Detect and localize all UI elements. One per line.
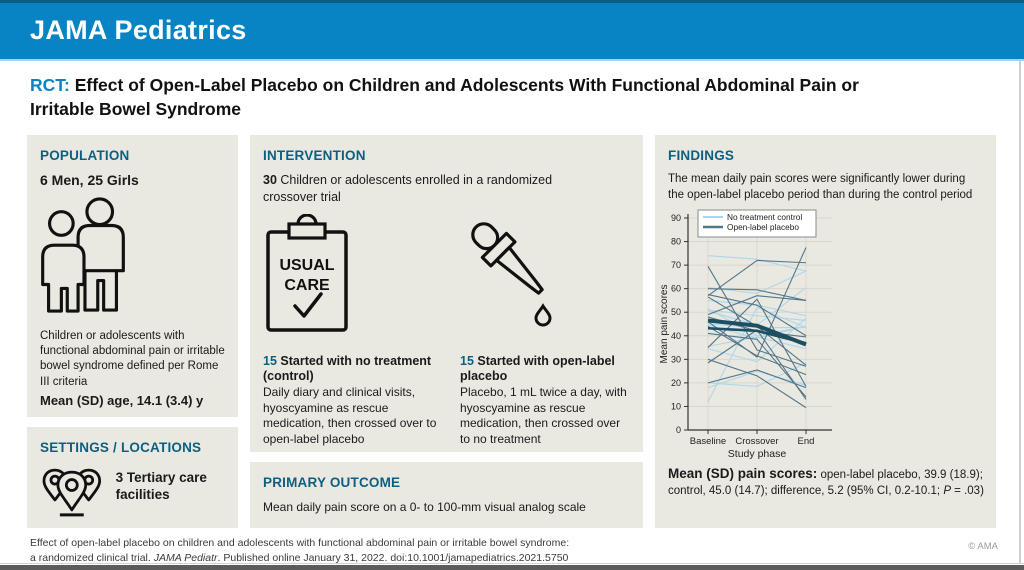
location-pins-icon xyxy=(42,468,102,517)
usual-care-clipboard-icon: USUAL CARE xyxy=(266,213,348,332)
p-value-symbol: P xyxy=(943,484,951,497)
svg-text:40: 40 xyxy=(671,331,681,341)
svg-text:0: 0 xyxy=(676,425,681,435)
population-count: 6 Men, 25 Girls xyxy=(40,172,139,188)
svg-text:80: 80 xyxy=(671,237,681,247)
footer-citation: Effect of open-label placebo on children… xyxy=(30,537,570,565)
arm-placebo: 15 Started with open-label placebo Place… xyxy=(460,354,628,448)
arm-placebo-count: 15 xyxy=(460,353,474,368)
window-top-edge xyxy=(0,0,1024,3)
settings-heading: SETTINGS / LOCATIONS xyxy=(40,440,202,455)
findings-summary: The mean daily pain scores were signific… xyxy=(668,173,973,201)
svg-text:Baseline: Baseline xyxy=(690,436,726,447)
jama-pediatrics-logo: JAMA Pediatrics xyxy=(30,15,247,45)
findings-heading: FINDINGS xyxy=(668,148,735,163)
checkmark-icon xyxy=(293,292,323,318)
usual-label: USUAL xyxy=(279,257,334,274)
arm-control-description: Daily diary and clinical visits, hyoscya… xyxy=(263,385,437,446)
intervention-intro: 30 Children or adolescents enrolled in a… xyxy=(263,173,553,204)
svg-text:End: End xyxy=(798,436,815,447)
footer-divider xyxy=(0,563,1024,564)
settings-panel: SETTINGS / LOCATIONS 3 Tertiary care fac… xyxy=(27,427,238,528)
primary-outcome-heading: PRIMARY OUTCOME xyxy=(263,475,401,490)
children-icon xyxy=(41,197,125,313)
svg-text:90: 90 xyxy=(671,213,681,223)
copyright: © AMA xyxy=(968,541,998,552)
svg-text:10: 10 xyxy=(671,401,681,411)
population-heading: POPULATION xyxy=(40,148,130,163)
arm-control: 15 Started with no treatment (control) D… xyxy=(263,354,448,448)
settings-text: 3 Tertiary care facilities xyxy=(115,470,207,502)
intervention-panel: INTERVENTION 30 Children or adolescents … xyxy=(250,135,643,452)
masthead-bar: JAMA Pediatrics xyxy=(0,0,1024,61)
article-title-text: Effect of Open-Label Placebo on Children… xyxy=(30,75,859,120)
pain-scores-chart: 0 10 20 30 40 50 60 70 80 90 Baseline Crossover End N… xyxy=(660,209,832,460)
rct-tag: RCT: xyxy=(30,75,70,95)
dropper-icon xyxy=(471,221,552,327)
window-right-edge xyxy=(1019,61,1021,563)
journal-name: JAMA Pediatr xyxy=(153,552,218,565)
arm-placebo-title: Started with open-label placebo xyxy=(460,353,615,384)
stats-lead: Mean (SD) pain scores: xyxy=(668,466,818,481)
arm-control-title: Started with no treatment (control) xyxy=(263,353,432,384)
intervention-icons: USUAL CARE xyxy=(263,213,630,350)
primary-outcome-panel: PRIMARY OUTCOME Mean daily pain score on… xyxy=(250,462,643,528)
population-description: Children or adolescents with functional … xyxy=(40,330,225,388)
window-bottom-edge xyxy=(0,565,1024,570)
svg-text:60: 60 xyxy=(671,284,681,294)
findings-panel: FINDINGS The mean daily pain scores were… xyxy=(655,135,996,528)
drop-icon xyxy=(534,302,552,327)
svg-text:Mean pain scores: Mean pain scores xyxy=(660,285,670,364)
arm-control-count: 15 xyxy=(263,353,277,368)
svg-text:Study phase: Study phase xyxy=(728,448,787,460)
care-label: CARE xyxy=(284,277,330,294)
svg-text:No treatment control: No treatment control xyxy=(727,212,802,222)
article-title: RCT: Effect of Open-Label Placebo on Chi… xyxy=(30,73,920,121)
svg-text:Crossover: Crossover xyxy=(735,436,778,447)
svg-text:Open-label placebo: Open-label placebo xyxy=(727,222,799,232)
svg-text:70: 70 xyxy=(671,260,681,270)
arm-placebo-description: Placebo, 1 mL twice a day, with hyoscyam… xyxy=(460,385,627,446)
population-panel: POPULATION 6 Men, 25 Girls Children or a… xyxy=(27,135,238,417)
svg-text:30: 30 xyxy=(671,354,681,364)
findings-stats: Mean (SD) pain scores: open-label placeb… xyxy=(668,466,984,497)
primary-outcome-text: Mean daily pain score on a 0- to 100-mm … xyxy=(263,500,586,514)
population-age: Mean (SD) age, 14.1 (3.4) y xyxy=(40,392,204,408)
intervention-heading: INTERVENTION xyxy=(263,148,366,163)
svg-text:20: 20 xyxy=(671,378,681,388)
intervention-count: 30 xyxy=(263,173,277,187)
svg-text:50: 50 xyxy=(671,307,681,317)
